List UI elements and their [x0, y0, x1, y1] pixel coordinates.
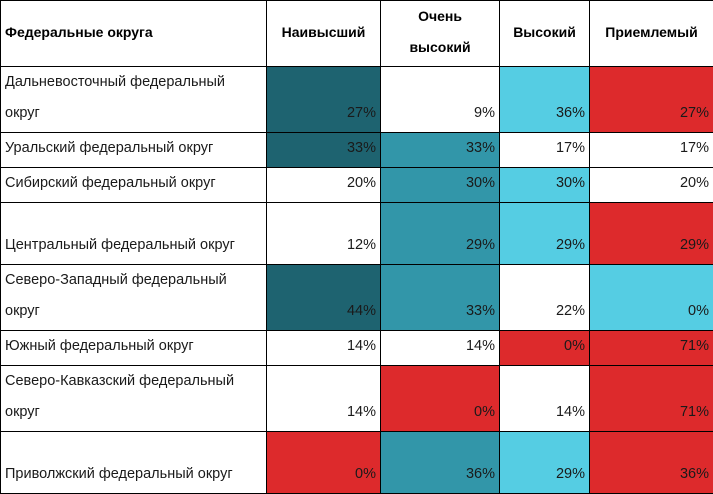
value-highest: 12%	[267, 203, 381, 265]
value-high: 29%	[500, 203, 590, 265]
value-highest: 0%	[267, 432, 381, 494]
header-very-high-line1: Очень	[418, 8, 462, 24]
district-name: Приволжский федеральный округ	[1, 432, 267, 494]
header-very-high-line2: высокий	[409, 39, 470, 55]
table-row: Южный федеральный округ 14% 14% 0% 71%	[1, 331, 713, 366]
value-high: 22%	[500, 265, 590, 331]
value-high: 0%	[500, 331, 590, 366]
value-high: 30%	[500, 168, 590, 203]
value-acceptable: 71%	[590, 331, 713, 366]
district-name: Дальневосточный федеральный округ	[1, 67, 267, 133]
table-row: Дальневосточный федеральный округ 27% 9%…	[1, 67, 713, 133]
district-name: Северо-Западный федеральный округ	[1, 265, 267, 331]
header-highest: Наивысший	[267, 1, 381, 67]
value-high: 17%	[500, 133, 590, 168]
value-very-high: 36%	[381, 432, 500, 494]
value-very-high: 9%	[381, 67, 500, 133]
value-acceptable: 71%	[590, 366, 713, 432]
value-very-high: 14%	[381, 331, 500, 366]
table-row: Северо-Западный федеральный округ 44% 33…	[1, 265, 713, 331]
value-very-high: 29%	[381, 203, 500, 265]
district-name: Северо-Кавказский федеральный округ	[1, 366, 267, 432]
value-acceptable: 27%	[590, 67, 713, 133]
value-very-high: 33%	[381, 133, 500, 168]
table-row: Северо-Кавказский федеральный округ 14% …	[1, 366, 713, 432]
value-acceptable: 36%	[590, 432, 713, 494]
value-highest: 33%	[267, 133, 381, 168]
header-row: Федеральные округа Наивысший Очень высоки…	[1, 1, 713, 67]
value-very-high: 0%	[381, 366, 500, 432]
district-name: Центральный федеральный округ	[1, 203, 267, 265]
value-acceptable: 0%	[590, 265, 713, 331]
value-acceptable: 17%	[590, 133, 713, 168]
district-name: Сибирский федеральный округ	[1, 168, 267, 203]
value-very-high: 33%	[381, 265, 500, 331]
value-high: 36%	[500, 67, 590, 133]
header-high: Высокий	[500, 1, 590, 67]
table-row: Центральный федеральный округ 12% 29% 29…	[1, 203, 713, 265]
value-highest: 14%	[267, 366, 381, 432]
table-row: Приволжский федеральный округ 0% 36% 29%…	[1, 432, 713, 494]
value-high: 29%	[500, 432, 590, 494]
value-highest: 14%	[267, 331, 381, 366]
district-name: Уральский федеральный округ	[1, 133, 267, 168]
value-highest: 27%	[267, 67, 381, 133]
value-high: 14%	[500, 366, 590, 432]
district-name: Южный федеральный округ	[1, 331, 267, 366]
header-acceptable: Приемлемый	[590, 1, 713, 67]
value-acceptable: 20%	[590, 168, 713, 203]
header-districts: Федеральные округа	[1, 1, 267, 67]
value-highest: 44%	[267, 265, 381, 331]
table-row: Сибирский федеральный округ 20% 30% 30% …	[1, 168, 713, 203]
table-row: Уральский федеральный округ 33% 33% 17% …	[1, 133, 713, 168]
value-acceptable: 29%	[590, 203, 713, 265]
header-very-high: Очень высокий	[381, 1, 500, 67]
value-highest: 20%	[267, 168, 381, 203]
value-very-high: 30%	[381, 168, 500, 203]
